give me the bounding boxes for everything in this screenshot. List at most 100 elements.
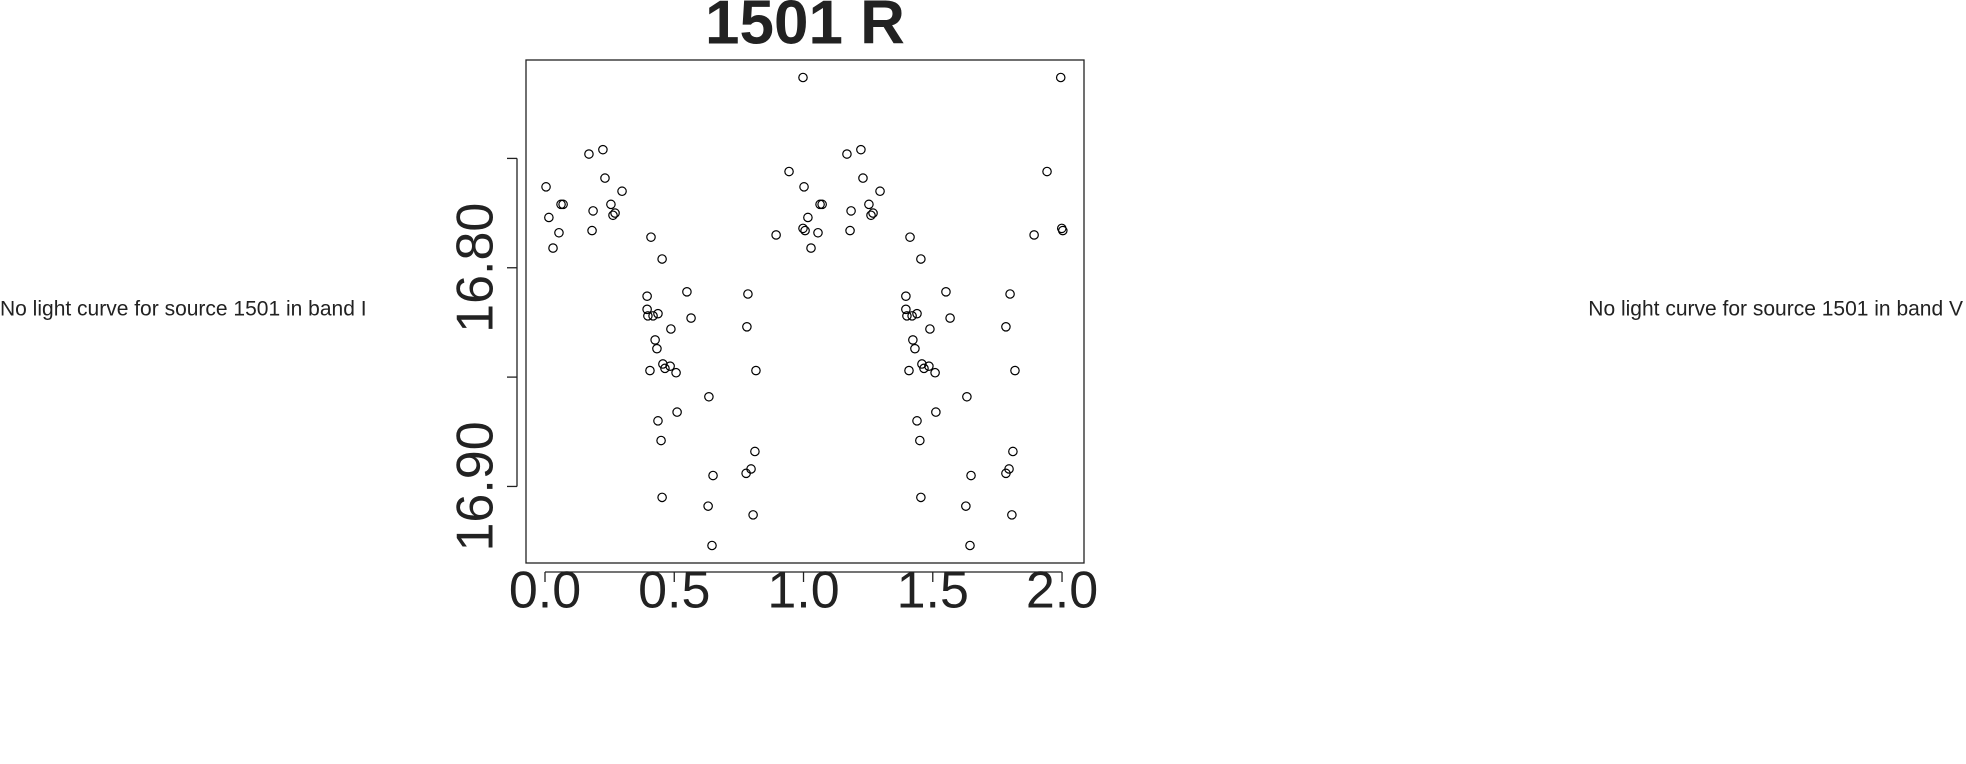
point — [1010, 365, 1020, 376]
point — [556, 199, 566, 210]
point — [919, 363, 929, 374]
point — [815, 199, 825, 210]
point — [930, 367, 940, 378]
point — [904, 365, 914, 376]
point — [750, 446, 760, 457]
point — [548, 243, 558, 253]
point — [652, 343, 662, 354]
point — [917, 359, 927, 369]
x-tick-label: 2.0 — [1026, 562, 1098, 620]
point — [798, 72, 808, 83]
x-tick-label: 1.0 — [767, 562, 839, 620]
point — [584, 149, 594, 159]
point — [908, 335, 918, 345]
point — [742, 322, 752, 332]
x-tick-label: 0.5 — [638, 562, 710, 620]
point — [650, 335, 660, 345]
point — [1001, 322, 1011, 332]
point — [657, 254, 667, 264]
point — [653, 416, 663, 426]
point — [671, 367, 681, 378]
x-tick-label: 0.0 — [509, 562, 581, 620]
point — [845, 225, 855, 236]
point — [771, 230, 781, 240]
point — [902, 311, 912, 321]
plot-frame — [525, 59, 1085, 564]
point — [912, 416, 922, 426]
point — [1004, 464, 1014, 474]
point — [864, 199, 874, 210]
point — [924, 361, 934, 371]
point — [945, 313, 955, 323]
point — [657, 492, 667, 503]
point — [961, 501, 971, 511]
point — [666, 324, 676, 334]
point — [558, 199, 568, 210]
point — [707, 540, 717, 551]
point — [1029, 230, 1039, 240]
point — [656, 435, 666, 446]
annotation: No light curve for source 1501 in band I — [0, 298, 367, 321]
point — [598, 144, 608, 155]
point — [866, 210, 876, 221]
point — [672, 407, 682, 417]
point — [703, 501, 713, 511]
point — [653, 308, 663, 319]
point — [686, 313, 696, 323]
point — [1007, 510, 1017, 520]
point — [1005, 289, 1015, 299]
point — [748, 510, 758, 520]
point — [925, 324, 935, 334]
point — [905, 232, 915, 242]
point — [806, 243, 816, 253]
x-tick-label: 1.5 — [897, 562, 969, 620]
point — [665, 361, 675, 371]
point — [842, 149, 852, 159]
point — [704, 391, 714, 402]
point — [606, 199, 616, 210]
point — [1042, 166, 1052, 177]
point — [660, 363, 670, 374]
point — [587, 225, 597, 236]
point — [554, 227, 564, 238]
annotation: No light curve for source 1501 in band V — [1588, 298, 1963, 321]
y-tick-label: 16.90 — [447, 421, 505, 551]
point — [682, 287, 692, 297]
point — [541, 182, 551, 192]
point — [799, 182, 809, 192]
point — [600, 173, 610, 183]
point — [916, 254, 926, 264]
point — [617, 186, 627, 197]
point — [931, 407, 941, 417]
point — [910, 343, 920, 354]
chart-title: 1501 R — [705, 0, 905, 57]
point — [912, 308, 922, 319]
point — [588, 206, 598, 216]
point — [901, 291, 911, 301]
point — [962, 391, 972, 402]
point — [646, 232, 656, 242]
point — [858, 173, 868, 183]
point — [800, 225, 810, 236]
point — [798, 223, 808, 234]
point — [544, 212, 554, 223]
point — [751, 365, 761, 376]
point — [907, 311, 917, 321]
point — [746, 464, 756, 474]
point — [966, 470, 976, 481]
point — [1058, 225, 1068, 236]
point — [645, 365, 655, 376]
point — [743, 289, 753, 299]
point — [803, 212, 813, 223]
point — [813, 227, 823, 238]
point — [916, 492, 926, 503]
point — [868, 208, 878, 218]
point — [648, 311, 658, 321]
point — [875, 186, 885, 197]
point — [608, 210, 618, 221]
point — [817, 199, 827, 210]
point — [1008, 446, 1018, 457]
point — [856, 144, 866, 155]
point — [610, 208, 620, 218]
